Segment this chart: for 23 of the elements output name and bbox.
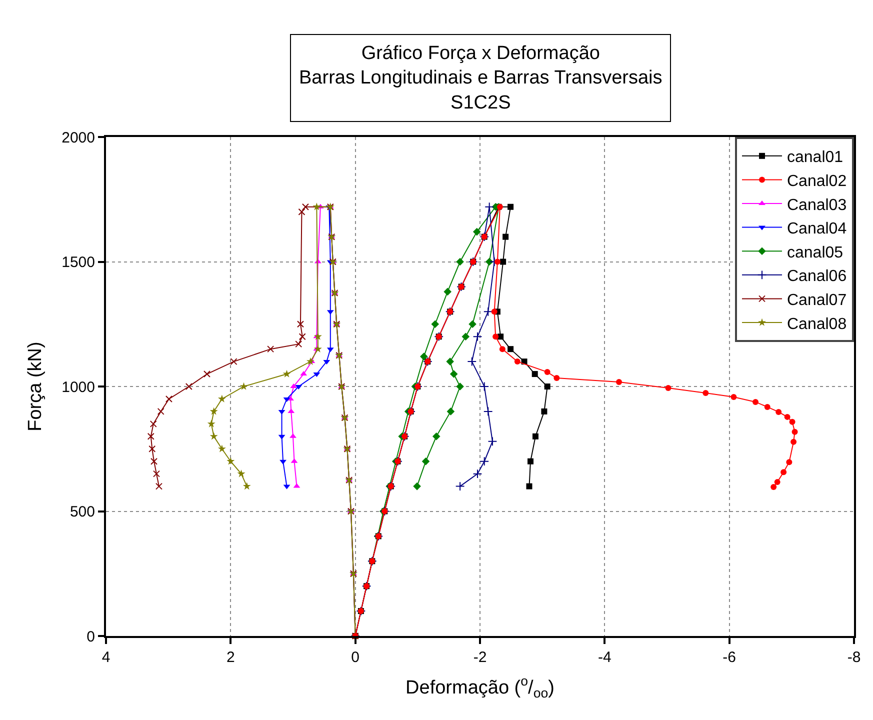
legend-label: Canal07 xyxy=(787,292,847,309)
x-tick-label: 4 xyxy=(102,649,110,666)
y-tick-label: 1500 xyxy=(62,254,95,271)
legend-label: canal01 xyxy=(787,149,844,166)
chart-title: Gráfico Força x Deformação Barras Longitudinais e Barras Transversais S1C2S xyxy=(299,43,662,114)
legend-label: Canal02 xyxy=(787,172,847,190)
x-tick-label: -4 xyxy=(598,649,612,666)
x-tick-label: -8 xyxy=(847,649,861,666)
y-tick-label: 2000 xyxy=(62,129,95,146)
legend-label: Canal03 xyxy=(787,196,847,214)
y-tick-label: 1000 xyxy=(62,378,95,396)
y-tick-label: 0 xyxy=(86,628,95,646)
legend-label: Canal06 xyxy=(787,268,847,286)
y-tick-label: 500 xyxy=(70,504,95,520)
x-tick-label: -2 xyxy=(473,649,487,666)
x-tick-label: 0 xyxy=(351,649,360,666)
legend-label: Canal04 xyxy=(787,220,847,238)
x-axis-title: Deformação ($^{o}$/$_{oo}$) xyxy=(406,673,554,700)
x-tick-label: 2 xyxy=(226,649,235,666)
legend-label: Canal08 xyxy=(787,316,847,333)
y-axis-title: Força (kN) xyxy=(24,342,46,432)
x-tick-label: -6 xyxy=(722,649,736,666)
legend-label: canal05 xyxy=(787,244,844,262)
